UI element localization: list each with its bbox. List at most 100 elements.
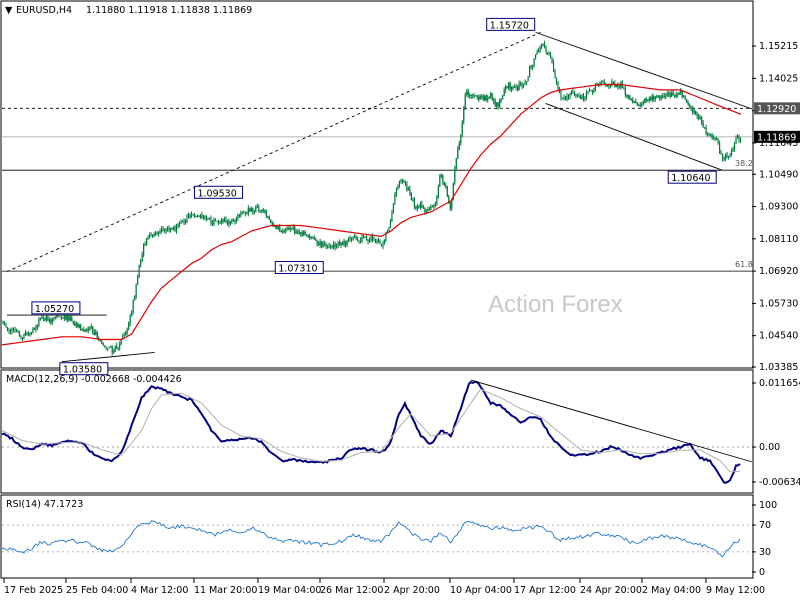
candle-body xyxy=(346,240,348,245)
candle-body xyxy=(250,207,252,212)
candle-body xyxy=(371,236,374,240)
candle-body xyxy=(593,90,595,92)
time-axis-label-7: 10 Apr 04:00 xyxy=(450,585,512,596)
candle-body xyxy=(83,329,85,332)
price-axis-label-10: 1.03385 xyxy=(759,362,798,373)
candle-body xyxy=(575,94,577,96)
candle-body xyxy=(54,317,56,319)
candle-body xyxy=(735,138,737,144)
candle-body xyxy=(449,202,451,209)
candle-body xyxy=(523,84,525,87)
candle-body xyxy=(184,219,187,223)
candle-body xyxy=(645,98,647,102)
candle-body xyxy=(497,102,499,107)
candle-body xyxy=(602,82,604,83)
macd-axis-label-2: -0.006345 xyxy=(759,477,800,488)
candle-body xyxy=(229,221,231,224)
candle-body xyxy=(51,318,53,323)
candle-body xyxy=(419,204,421,208)
candle-body xyxy=(288,227,290,230)
candle-body xyxy=(12,328,15,330)
candle-body xyxy=(368,240,371,242)
candle-body xyxy=(134,296,136,301)
candle-body xyxy=(95,332,97,335)
candle-body xyxy=(201,214,203,218)
candle-body xyxy=(125,333,127,336)
candle-body xyxy=(237,214,239,219)
candle-body xyxy=(520,83,522,85)
candle-body xyxy=(205,217,208,219)
price-tag-bg-1 xyxy=(754,130,800,143)
candle-body xyxy=(502,95,504,99)
candle-body xyxy=(440,174,442,177)
candle-body xyxy=(659,95,661,99)
candle-body xyxy=(159,231,161,233)
candle-body xyxy=(615,84,617,88)
candle-body xyxy=(451,199,453,209)
candle-body xyxy=(276,225,278,229)
candle-body xyxy=(101,341,103,344)
candle-body xyxy=(678,92,680,95)
candle-body xyxy=(509,83,511,90)
candle-body xyxy=(373,239,375,241)
macd-series-macd xyxy=(1,380,741,484)
candle-body xyxy=(572,90,574,93)
candle-body xyxy=(686,99,688,104)
candle-body xyxy=(608,85,610,86)
candle-body xyxy=(508,83,510,89)
candle-body xyxy=(177,225,179,227)
candle-body xyxy=(255,206,257,212)
candle-body xyxy=(377,240,380,243)
time-axis-label-9: 24 Apr 20:00 xyxy=(580,585,642,596)
rsi-axis-label-0: 100 xyxy=(759,500,777,511)
candle-body xyxy=(253,211,255,213)
candle-body xyxy=(157,231,160,234)
ohlc-readout: 1.11880 1.11918 1.11838 1.11869 xyxy=(86,5,252,16)
candle-body xyxy=(651,96,653,101)
candle-body xyxy=(564,96,567,100)
candle-body xyxy=(210,218,212,223)
candle-body xyxy=(247,208,249,214)
candle-body xyxy=(721,154,724,159)
candle-body xyxy=(316,240,318,244)
candle-body xyxy=(566,95,568,100)
candle-body xyxy=(60,317,62,319)
candle-body xyxy=(707,133,709,135)
candle-body xyxy=(545,47,547,53)
candle-body xyxy=(90,326,92,329)
candle-body xyxy=(8,330,10,332)
candle-body xyxy=(517,87,519,91)
candle-body xyxy=(715,138,718,141)
level-annotation-5: 1.10640 xyxy=(671,173,710,184)
candle-body xyxy=(35,327,37,330)
rsi-panel-frame xyxy=(0,494,754,579)
candle-body xyxy=(99,340,101,342)
candle-body xyxy=(122,336,124,340)
time-axis-label-6: 2 Apr 20:00 xyxy=(384,585,440,596)
candle-body xyxy=(708,134,710,136)
candle-body xyxy=(699,117,701,119)
candle-body xyxy=(611,81,613,87)
candle-body xyxy=(433,205,435,208)
candle-body xyxy=(202,216,205,218)
candle-body xyxy=(204,216,206,219)
candle-body xyxy=(739,139,742,141)
candle-body xyxy=(223,219,226,223)
candle-body xyxy=(702,122,704,128)
time-axis-label-3: 11 Mar 20:00 xyxy=(194,585,257,596)
candle-body xyxy=(324,243,326,246)
candle-body xyxy=(448,196,450,203)
dropdown-arrow-icon[interactable]: ▼ xyxy=(5,5,13,16)
level-annotation-2: 1.07310 xyxy=(278,264,317,275)
candle-body xyxy=(72,321,74,324)
level-annotation-0: 1.15720 xyxy=(490,20,529,31)
candle-body xyxy=(713,138,715,139)
price-axis-label-1: 1.14025 xyxy=(759,73,798,84)
candle-body xyxy=(407,188,410,191)
candle-body xyxy=(174,227,176,231)
candle-body xyxy=(585,92,588,97)
candle-body xyxy=(588,90,591,92)
candle-body xyxy=(533,58,535,65)
candle-body xyxy=(116,345,118,348)
